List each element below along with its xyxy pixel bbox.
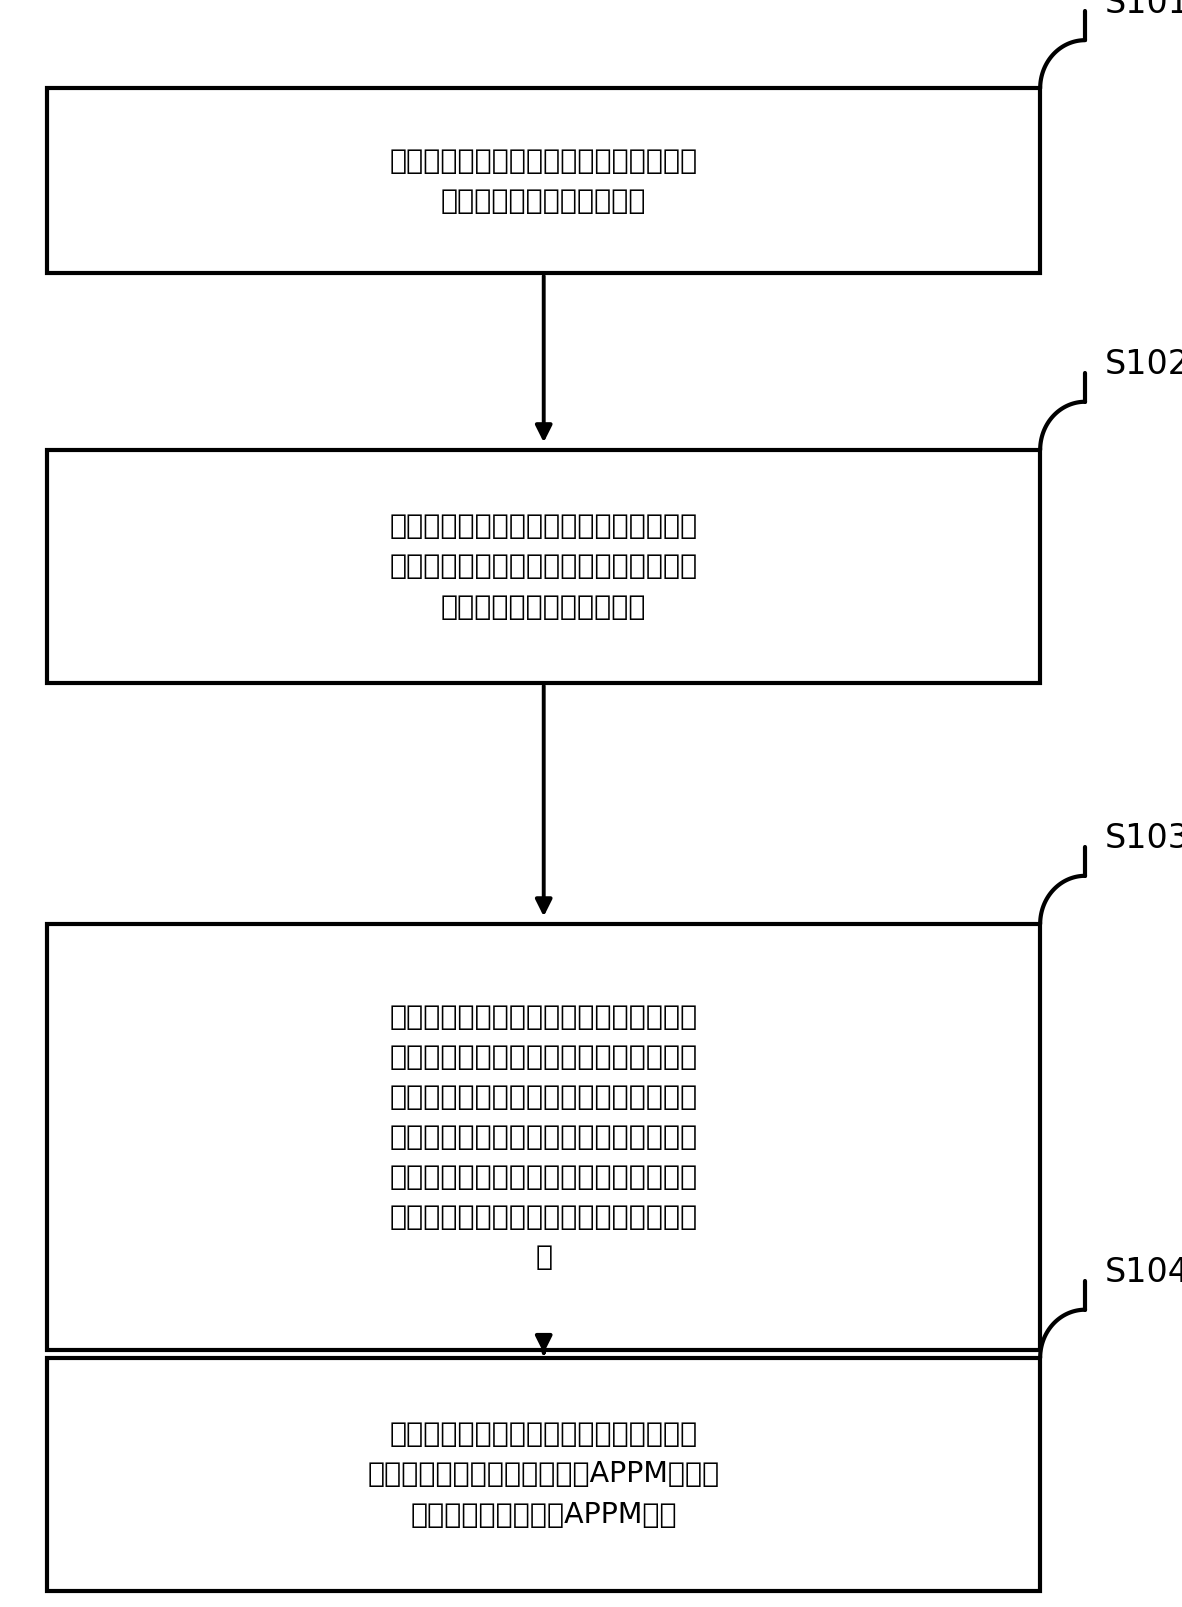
- Text: S102: S102: [1105, 349, 1182, 381]
- Bar: [47, 1358, 1040, 1591]
- Bar: [47, 88, 1040, 273]
- Bar: [47, 924, 1040, 1350]
- Text: 根据第一星座图，确定与映射信号集合中
的前两路映射信号的每一时刻的信号值对
应的幅度映射结果；根据第二星座图，确
定映射信号集合中的后两路映射信号、六
路子信号: 根据第一星座图，确定与映射信号集合中 的前两路映射信号的每一时刻的信号值对 应的…: [390, 1003, 697, 1271]
- Text: 获取待调制信号，对待调制信号进行串并
转换生成六路并行的子信号: 获取待调制信号，对待调制信号进行串并 转换生成六路并行的子信号: [390, 146, 697, 215]
- Text: S101: S101: [1105, 0, 1182, 19]
- Text: 根据预设的映射规则分别对六路子信号中
的四路子信号进行概率映射，得到包含四
路映射信号的映射信号集合: 根据预设的映射规则分别对六路子信号中 的四路子信号进行概率映射，得到包含四 路映…: [390, 513, 697, 620]
- Bar: [47, 450, 1040, 683]
- Text: 根据每一时刻的幅度映射结果和位置映射
结果进行脉冲幅度和位置调制APPM，获得
与待调制信号对应的APPM信号: 根据每一时刻的幅度映射结果和位置映射 结果进行脉冲幅度和位置调制APPM，获得 …: [368, 1421, 720, 1528]
- Text: S103: S103: [1105, 823, 1182, 855]
- Text: S104: S104: [1105, 1257, 1182, 1289]
